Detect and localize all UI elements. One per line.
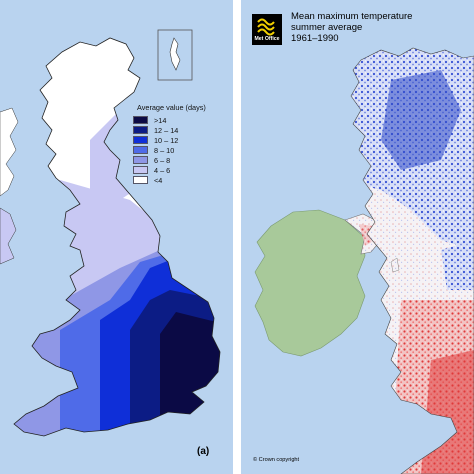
legend-swatch xyxy=(133,136,148,144)
ireland-fragment xyxy=(0,107,19,197)
legend-label: >14 xyxy=(154,115,167,125)
title-line: summer average xyxy=(291,22,363,33)
legend-row: 8 – 10 xyxy=(133,145,174,155)
legend-label: <4 xyxy=(154,175,163,185)
isle-of-man xyxy=(390,257,400,273)
map-title: Mean maximum temperature summer average … xyxy=(291,11,412,44)
legend-row: <4 xyxy=(133,175,162,185)
shetland-islands xyxy=(169,37,181,71)
legend-label: 4 – 6 xyxy=(154,165,171,175)
legend-label: 8 – 10 xyxy=(154,145,175,155)
temperature-map xyxy=(254,47,474,474)
legend-title: Average value (days) xyxy=(137,103,206,112)
title-line: 1961–1990 xyxy=(291,33,339,44)
legend-label: 12 – 14 xyxy=(154,125,179,135)
legend-swatch xyxy=(133,126,148,134)
shetland-inset-box xyxy=(157,29,193,81)
hot-days-bands xyxy=(14,38,220,436)
legend-label: 10 – 12 xyxy=(154,135,179,145)
legend-swatch xyxy=(133,116,148,124)
panel-label: (a) xyxy=(197,446,210,457)
legend-row: >14 xyxy=(133,115,166,125)
copyright-notice: © Crown copyright xyxy=(253,457,300,463)
legend-row: 4 – 6 xyxy=(133,165,170,175)
ireland-fragment-south xyxy=(0,207,17,265)
legend-swatch xyxy=(133,166,148,174)
right-map-panel: Met Office Mean maximum temperature summ… xyxy=(241,0,474,474)
met-office-logo-text: Met Office xyxy=(254,36,280,42)
legend-label: 6 – 8 xyxy=(154,155,171,165)
hot-days-map xyxy=(0,29,221,437)
legend-row: 6 – 8 xyxy=(133,155,170,165)
legend-swatch xyxy=(133,176,148,184)
legend-swatch xyxy=(133,146,148,154)
met-office-wave-icon xyxy=(257,18,275,36)
legend-row: 12 – 14 xyxy=(133,125,178,135)
title-line: Mean maximum temperature xyxy=(291,11,413,22)
met-office-logo: Met Office xyxy=(252,14,282,45)
ireland-landmass xyxy=(254,209,366,357)
left-map-panel: Average value (days) >14 12 – 14 10 – 12… xyxy=(0,0,233,474)
legend-swatch xyxy=(133,156,148,164)
legend-row: 10 – 12 xyxy=(133,135,178,145)
panel-divider xyxy=(233,0,241,474)
